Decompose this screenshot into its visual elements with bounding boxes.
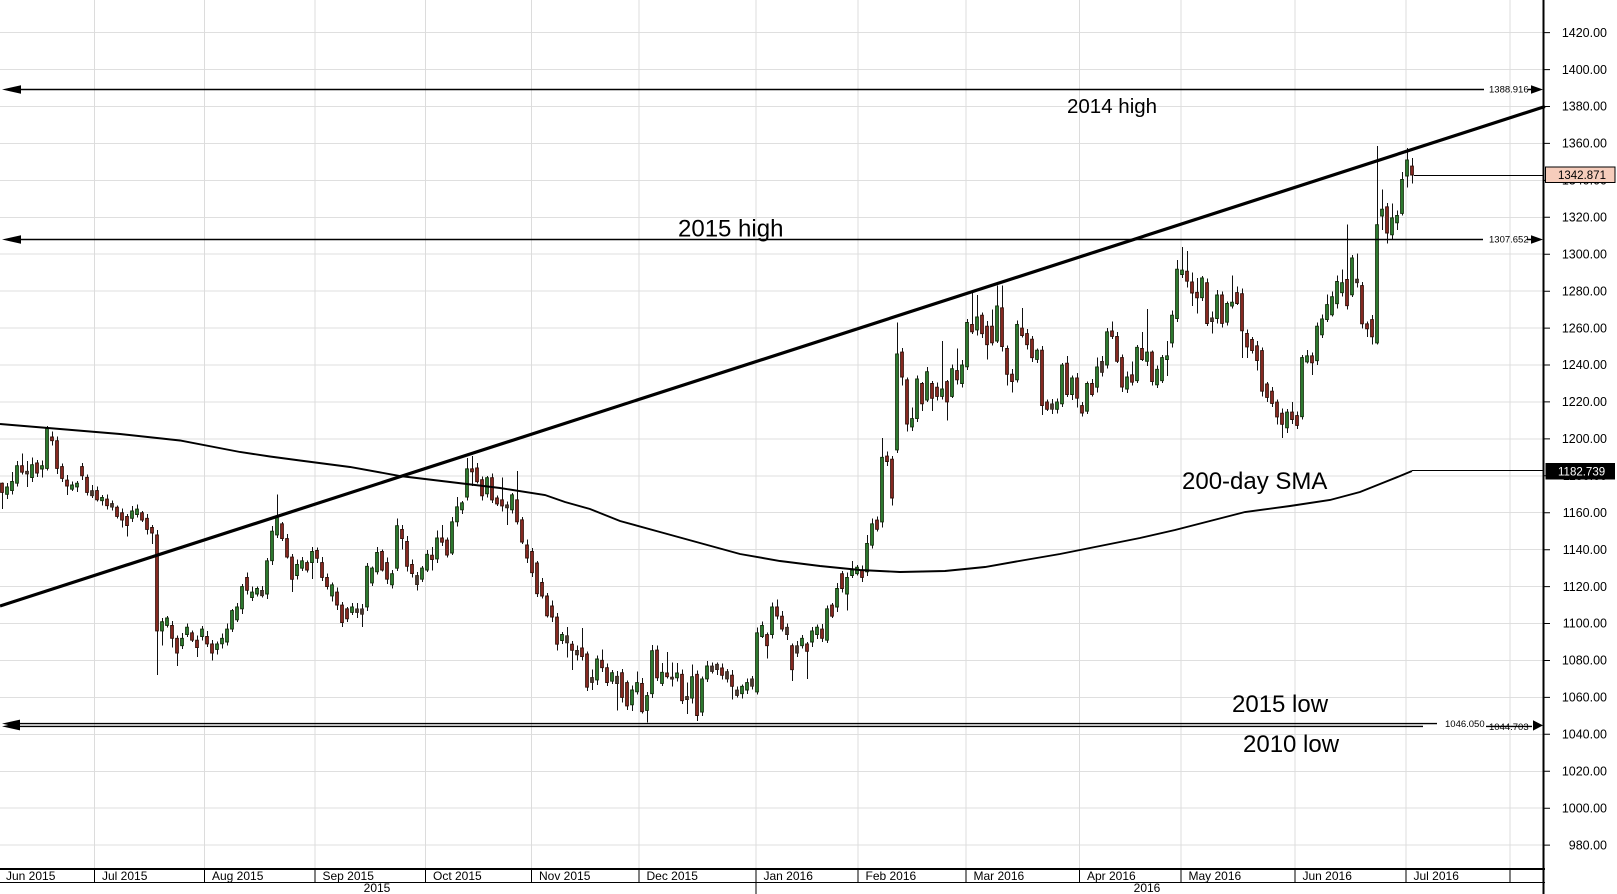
svg-text:1400.00: 1400.00	[1562, 63, 1607, 77]
svg-text:2015 high: 2015 high	[678, 216, 783, 243]
svg-text:2016: 2016	[1134, 881, 1161, 894]
svg-text:Aug 2015: Aug 2015	[212, 869, 264, 883]
svg-text:1182.739: 1182.739	[1558, 467, 1605, 479]
svg-text:1120.00: 1120.00	[1563, 580, 1607, 594]
svg-text:Jun 2015: Jun 2015	[6, 869, 56, 883]
svg-text:1200.00: 1200.00	[1562, 432, 1607, 446]
svg-text:1307.652: 1307.652	[1489, 235, 1529, 246]
svg-text:2010 low: 2010 low	[1243, 731, 1340, 758]
svg-text:Apr 2016: Apr 2016	[1087, 869, 1136, 883]
svg-text:1342.871: 1342.871	[1558, 170, 1606, 182]
svg-text:Jan 2016: Jan 2016	[764, 869, 814, 883]
svg-text:Dec 2015: Dec 2015	[647, 869, 699, 883]
svg-text:Oct 2015: Oct 2015	[433, 869, 482, 883]
svg-text:1080.00: 1080.00	[1562, 654, 1607, 668]
svg-text:1240.00: 1240.00	[1562, 358, 1607, 372]
svg-text:1220.00: 1220.00	[1562, 395, 1607, 409]
svg-text:1260.00: 1260.00	[1562, 321, 1607, 335]
svg-text:1000.00: 1000.00	[1562, 801, 1607, 815]
svg-text:1020.00: 1020.00	[1562, 765, 1607, 779]
svg-text:Sep 2015: Sep 2015	[323, 869, 375, 883]
svg-text:May 2016: May 2016	[1189, 869, 1242, 883]
svg-text:2014 high: 2014 high	[1067, 95, 1157, 118]
svg-text:1388.916: 1388.916	[1489, 85, 1529, 96]
svg-text:1320.00: 1320.00	[1562, 211, 1607, 225]
svg-text:200-day SMA: 200-day SMA	[1182, 468, 1327, 495]
svg-text:980.00: 980.00	[1569, 838, 1607, 852]
svg-text:1420.00: 1420.00	[1562, 26, 1607, 40]
svg-text:1160.00: 1160.00	[1563, 506, 1607, 520]
svg-text:1100.00: 1100.00	[1563, 617, 1607, 631]
svg-text:1040.00: 1040.00	[1562, 728, 1607, 742]
svg-text:Feb 2016: Feb 2016	[866, 869, 917, 883]
svg-text:1280.00: 1280.00	[1562, 284, 1607, 298]
svg-text:1380.00: 1380.00	[1562, 100, 1607, 114]
svg-text:1060.00: 1060.00	[1562, 691, 1607, 705]
svg-text:2015: 2015	[364, 881, 391, 894]
svg-text:1360.00: 1360.00	[1562, 137, 1607, 151]
svg-text:Jul 2015: Jul 2015	[102, 869, 148, 883]
svg-text:1046.050: 1046.050	[1445, 719, 1485, 730]
svg-text:1300.00: 1300.00	[1562, 247, 1607, 261]
svg-text:Nov 2015: Nov 2015	[539, 869, 591, 883]
svg-text:1044.703: 1044.703	[1489, 722, 1529, 733]
svg-text:1140.00: 1140.00	[1563, 543, 1607, 557]
svg-text:Jul 2016: Jul 2016	[1414, 869, 1460, 883]
svg-text:2015 low: 2015 low	[1232, 691, 1329, 718]
svg-text:Jun 2016: Jun 2016	[1303, 869, 1353, 883]
svg-text:Mar 2016: Mar 2016	[974, 869, 1025, 883]
